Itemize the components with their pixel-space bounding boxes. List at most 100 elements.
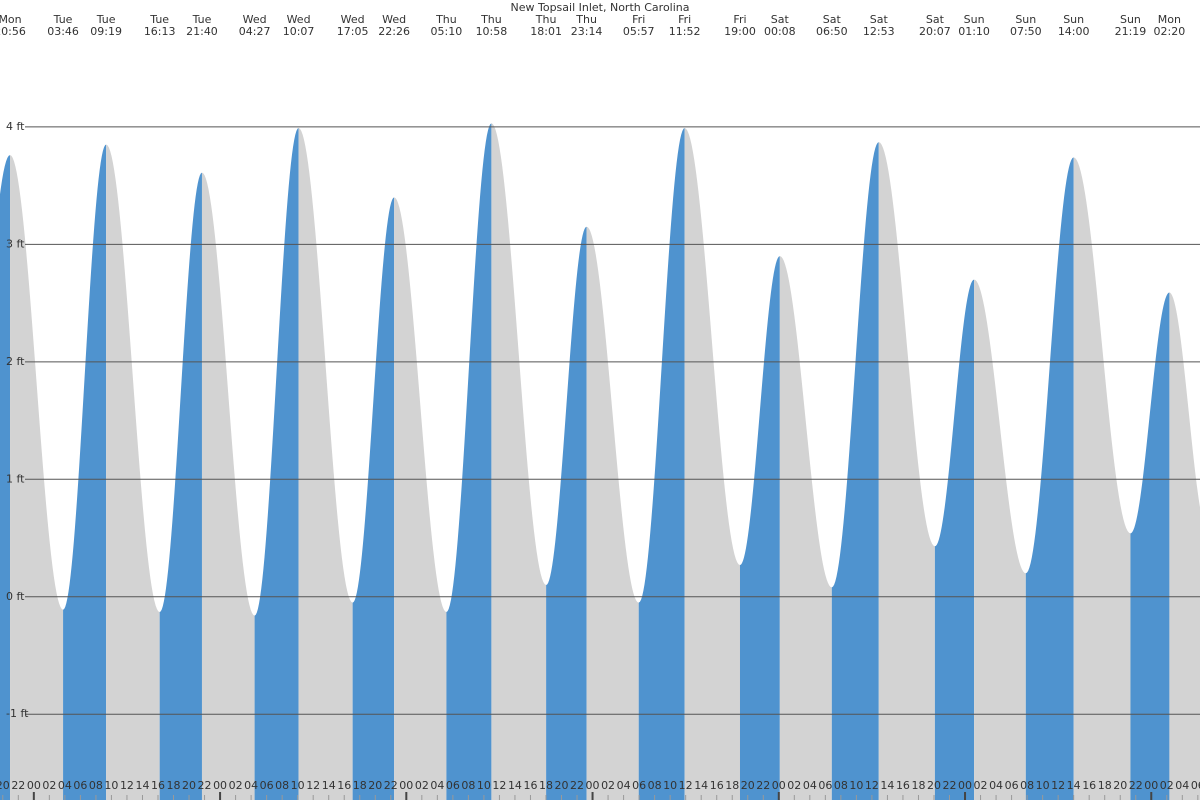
event-day: Thu	[535, 13, 557, 26]
x-tick-label: 20	[927, 779, 941, 792]
x-tick-label: 14	[508, 779, 522, 792]
x-tick-label: 02	[42, 779, 56, 792]
event-time: 16:13	[144, 25, 176, 38]
event-time: 10:07	[283, 25, 315, 38]
x-tick-label: 16	[523, 779, 537, 792]
x-tick-label: 04	[1175, 779, 1189, 792]
x-tick-label: 18	[1098, 779, 1112, 792]
x-tick-label: 22	[384, 779, 398, 792]
event-day: Sun	[1015, 13, 1036, 26]
tide-area	[352, 197, 395, 800]
x-tick-label: 04	[617, 779, 631, 792]
event-time: 12:53	[863, 25, 895, 38]
event-time: 21:19	[1115, 25, 1147, 38]
x-tick-label: 06	[632, 779, 646, 792]
x-tick-label: 08	[834, 779, 848, 792]
x-tick-label: 02	[1160, 779, 1174, 792]
event-day: Fri	[632, 13, 645, 26]
x-tick-label: 18	[539, 779, 553, 792]
x-tick-label: 06	[446, 779, 460, 792]
y-tick-label: 0 ft	[6, 590, 25, 603]
x-tick-label: 14	[322, 779, 336, 792]
event-time: 17:05	[337, 25, 369, 38]
x-tick-label: 20	[555, 779, 569, 792]
x-tick-label: 10	[291, 779, 305, 792]
x-tick-label: 08	[1020, 779, 1034, 792]
event-time: 02:20	[1154, 25, 1186, 38]
event-day: Sat	[870, 13, 889, 26]
x-tick-label: 06	[260, 779, 274, 792]
event-time: 06:50	[816, 25, 848, 38]
tide-area	[0, 155, 11, 800]
y-tick-label: 2 ft	[6, 355, 25, 368]
x-tick-label: 02	[415, 779, 429, 792]
tide-area	[934, 279, 975, 800]
event-day: Tue	[192, 13, 212, 26]
event-time: 11:52	[669, 25, 701, 38]
x-tick-label: 16	[710, 779, 724, 792]
event-time: 10:58	[476, 25, 508, 38]
event-time: 00:08	[764, 25, 796, 38]
tide-area	[1130, 292, 1170, 800]
event-day: Sun	[964, 13, 985, 26]
x-tick-label: 22	[1129, 779, 1143, 792]
x-tick-label: 06	[818, 779, 832, 792]
tide-area	[446, 123, 492, 800]
event-time: 20:56	[0, 25, 26, 38]
tide-area	[106, 144, 160, 800]
x-tick-label: 20	[0, 779, 10, 792]
x-tick-label: 04	[989, 779, 1003, 792]
x-tick-label: 16	[151, 779, 165, 792]
x-tick-label: 00	[958, 779, 972, 792]
chart-title: New Topsail Inlet, North Carolina	[511, 1, 690, 14]
tide-area	[878, 142, 935, 800]
tide-area	[638, 128, 685, 800]
x-tick-label: 00	[27, 779, 41, 792]
x-tick-label: 14	[1067, 779, 1081, 792]
x-tick-label: 08	[275, 779, 289, 792]
x-tick-label: 22	[756, 779, 770, 792]
event-time: 19:00	[724, 25, 756, 38]
x-tick-label: 16	[1082, 779, 1096, 792]
event-day: Wed	[287, 13, 311, 26]
event-time: 04:27	[239, 25, 271, 38]
event-day: Fri	[678, 13, 691, 26]
event-time: 21:40	[186, 25, 218, 38]
x-tick-label: 18	[353, 779, 367, 792]
x-tick-label: 06	[1005, 779, 1019, 792]
x-tick-label: 02	[974, 779, 988, 792]
event-day: Fri	[733, 13, 746, 26]
x-tick-label: 10	[663, 779, 677, 792]
x-tick-label: 16	[337, 779, 351, 792]
event-day: Mon	[0, 13, 22, 26]
x-tick-label: 08	[89, 779, 103, 792]
x-tick-label: 12	[679, 779, 693, 792]
x-tick-label: 16	[896, 779, 910, 792]
tide-area	[1073, 157, 1131, 800]
event-day: Wed	[341, 13, 365, 26]
x-tick-label: 20	[741, 779, 755, 792]
x-tick-label: 12	[492, 779, 506, 792]
x-tick-label: 00	[1144, 779, 1158, 792]
x-tick-label: 08	[648, 779, 662, 792]
tide-area	[546, 226, 587, 800]
x-tick-label: 04	[58, 779, 72, 792]
x-tick-label: 10	[104, 779, 118, 792]
x-tick-label: 20	[1113, 779, 1127, 792]
x-tick-label: 02	[787, 779, 801, 792]
tide-areas	[0, 123, 1200, 800]
tide-area	[394, 197, 447, 800]
x-tick-label: 20	[368, 779, 382, 792]
tide-area	[298, 128, 353, 800]
x-tick-label: 00	[586, 779, 600, 792]
event-day: Sat	[823, 13, 842, 26]
event-time: 05:57	[623, 25, 655, 38]
event-time: 22:26	[378, 25, 410, 38]
event-day: Mon	[1158, 13, 1181, 26]
event-day: Sat	[771, 13, 790, 26]
x-tick-label: 12	[120, 779, 134, 792]
x-tick-label: 22	[11, 779, 25, 792]
event-day: Sun	[1063, 13, 1084, 26]
x-tick-label: 14	[135, 779, 149, 792]
